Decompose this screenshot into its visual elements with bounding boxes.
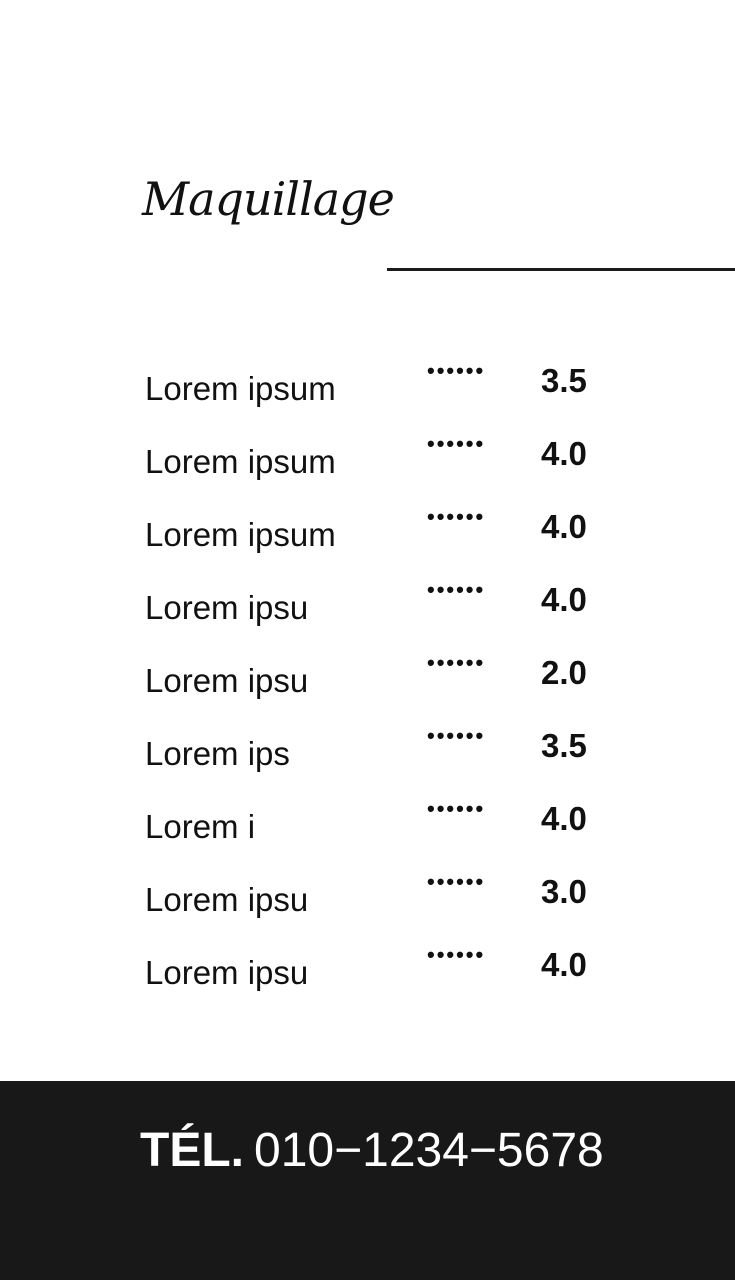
- list-item: Lorem ipsu •••••• 4.0: [0, 577, 735, 637]
- item-price: 4.0: [541, 435, 587, 472]
- item-price: 2.0: [541, 654, 587, 691]
- item-price: 4.0: [541, 508, 587, 545]
- dot-leader: ••••••: [427, 942, 486, 967]
- list-item: Lorem ips •••••• 3.5: [0, 723, 735, 783]
- list-item: Lorem ipsu •••••• 4.0: [0, 942, 735, 1002]
- menu-title: Maquillage: [142, 172, 395, 226]
- dot-leader: ••••••: [427, 650, 486, 675]
- list-item: Lorem ipsum •••••• 4.0: [0, 431, 735, 491]
- dot-leader: ••••••: [427, 504, 486, 529]
- item-label: Lorem ips: [145, 735, 290, 772]
- item-label: Lorem ipsum: [145, 516, 336, 553]
- dot-leader: ••••••: [427, 577, 486, 602]
- footer: TÉL. 010−1234−5678: [0, 1081, 735, 1280]
- item-label: Lorem ipsu: [145, 662, 309, 699]
- item-price: 3.0: [541, 873, 587, 910]
- item-price: 3.5: [541, 362, 587, 399]
- dot-leader: ••••••: [427, 723, 486, 748]
- tel-label: TÉL.: [140, 1124, 244, 1177]
- dot-leader: ••••••: [427, 796, 486, 821]
- list-item: Lorem ipsum •••••• 4.0: [0, 504, 735, 564]
- dot-leader: ••••••: [427, 358, 486, 383]
- item-label: Lorem ipsum: [145, 370, 336, 407]
- dot-leader: ••••••: [427, 431, 486, 456]
- item-price: 3.5: [541, 727, 587, 764]
- tel-number: 010−1234−5678: [254, 1124, 604, 1177]
- item-label: Lorem i: [145, 808, 256, 845]
- list-item: Lorem ipsum •••••• 3.5: [0, 358, 735, 418]
- phone-info: TÉL. 010−1234−5678: [140, 1123, 604, 1178]
- item-price: 4.0: [541, 946, 587, 983]
- list-item: Lorem i •••••• 4.0: [0, 796, 735, 856]
- item-label: Lorem ipsu: [145, 881, 309, 918]
- dot-leader: ••••••: [427, 869, 486, 894]
- title-divider: [387, 268, 735, 271]
- item-price: 4.0: [541, 581, 587, 618]
- list-item: Lorem ipsu •••••• 3.0: [0, 869, 735, 929]
- item-price: 4.0: [541, 800, 587, 837]
- list-item: Lorem ipsu •••••• 2.0: [0, 650, 735, 710]
- item-label: Lorem ipsum: [145, 443, 336, 480]
- item-label: Lorem ipsu: [145, 954, 309, 991]
- item-label: Lorem ipsu: [145, 589, 309, 626]
